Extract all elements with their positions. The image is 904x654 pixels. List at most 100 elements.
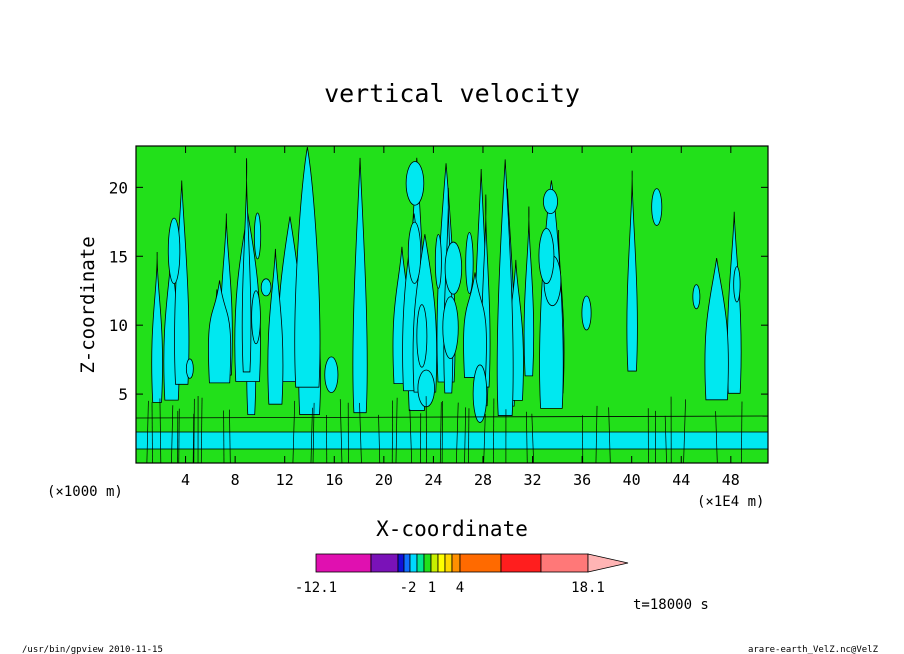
contour-line — [409, 409, 413, 464]
colorbar-extension-arrow — [587, 553, 629, 573]
colorbar-label: 4 — [456, 580, 464, 596]
x-tick-label: 32 — [524, 471, 542, 489]
contour-line — [439, 402, 442, 464]
contour-region-negative — [704, 258, 729, 401]
contour-line — [339, 399, 343, 464]
y-tick-label: 5 — [118, 385, 128, 404]
x-tick-label: 44 — [672, 471, 690, 489]
x-tick-label: 4 — [181, 471, 190, 489]
contour-line — [526, 411, 528, 464]
contour-region-negative — [465, 232, 474, 294]
contour-region-negative — [733, 266, 741, 303]
contour-region-negative — [434, 234, 442, 289]
x-tick-label: 40 — [623, 471, 641, 489]
contour-region-negative — [260, 278, 272, 297]
contour-line — [455, 402, 459, 464]
contour-band-layer — [135, 396, 769, 464]
y-axis-label: Z-coordinate — [77, 236, 99, 373]
x-axis-label: X-coordinate — [376, 517, 528, 541]
contour-region-negative — [472, 364, 488, 423]
contour-line — [229, 409, 231, 464]
contour-line — [483, 413, 486, 464]
colorbar-segment — [403, 553, 411, 573]
contour-line — [664, 415, 667, 464]
contour-region-negative — [241, 158, 252, 373]
contour-region-negative — [174, 180, 190, 385]
contour-region-negative — [208, 280, 232, 384]
contour-region-negative — [523, 206, 535, 377]
contour-region-negative — [692, 284, 701, 310]
contour-region-negative — [253, 212, 262, 260]
contour-line — [171, 405, 174, 464]
contour-line — [146, 400, 149, 464]
colorbar-label: -12.1 — [295, 580, 337, 596]
contour-region-negative — [405, 161, 425, 206]
colorbar-label: 18.1 — [571, 580, 605, 596]
time-label: t=18000 s — [633, 597, 709, 613]
x-tick-label: 24 — [424, 471, 442, 489]
contour-line — [192, 413, 195, 464]
contour-region-negative — [352, 157, 368, 414]
contour-line — [395, 397, 398, 464]
y-tick-label: 20 — [109, 178, 128, 197]
colorbar-segment — [409, 553, 418, 573]
colorbar-segment — [444, 553, 453, 573]
contour-region-negative — [463, 272, 487, 378]
contour-region-negative — [626, 170, 638, 372]
contour-line — [312, 402, 315, 464]
contour-fill-layer — [151, 146, 742, 423]
x-tick-label: 36 — [573, 471, 591, 489]
contour-line — [200, 397, 203, 464]
contour-region-negative — [185, 358, 194, 379]
contour-region-negative — [442, 296, 459, 359]
colorbar-segment — [451, 553, 461, 573]
x-tick-label: 28 — [474, 471, 492, 489]
contour-region-negative — [167, 217, 181, 285]
contour-plot-area — [135, 145, 769, 464]
contour-region-negative — [726, 211, 742, 394]
plot-frame — [135, 145, 769, 464]
x-tick-label: 12 — [276, 471, 294, 489]
colorbar-segment — [500, 553, 542, 573]
colorbar-label: -2 — [400, 580, 417, 596]
colorbar — [315, 553, 629, 573]
colorbar-segment — [416, 553, 425, 573]
contour-region-negative — [416, 304, 428, 368]
colorbar-segment — [540, 553, 589, 573]
colorbar-segment — [370, 553, 399, 573]
contour-region-negative — [407, 221, 422, 284]
colorbar-segment — [437, 553, 446, 573]
x-tick-label: 48 — [722, 471, 740, 489]
x-axis: 4 8 12 16 20 24 28 32 36 40 44 48 — [181, 146, 740, 489]
contour-region-negative — [324, 356, 339, 394]
x-tick-label: 8 — [231, 471, 240, 489]
contour-region-negative — [651, 188, 663, 226]
colorbar-segment — [430, 553, 439, 573]
chart-title: vertical velocity — [324, 79, 580, 108]
contour-line — [178, 408, 180, 464]
contour-line — [359, 402, 362, 464]
colorbar-labels: -12.1 -2 1 4 18.1 — [295, 580, 605, 596]
colorbar-segment — [423, 553, 432, 573]
footer-left: /usr/bin/gpview 2010-11-15 — [22, 645, 163, 654]
contour-line — [683, 399, 686, 464]
contour-line — [310, 407, 313, 464]
colorbar-segment — [315, 553, 372, 573]
contour-region-negative — [543, 188, 558, 215]
contour-region-negative — [538, 228, 555, 284]
contour-line — [464, 407, 467, 464]
colorbar-label: 1 — [428, 580, 436, 596]
contour-region-negative — [294, 146, 321, 388]
contour-region-negative — [151, 252, 163, 403]
colorbar-segment — [397, 553, 405, 573]
y-axis: 5 10 15 20 — [109, 178, 768, 404]
contour-line — [159, 398, 162, 464]
contour-line — [292, 400, 296, 464]
contour-line — [608, 407, 611, 464]
contour-region-negative — [496, 159, 514, 416]
contour-region-negative — [444, 241, 463, 295]
x-axis-unit-right: (×1E4 m) — [697, 494, 764, 510]
colorbar-segment — [459, 553, 502, 573]
contour-line — [741, 401, 743, 464]
